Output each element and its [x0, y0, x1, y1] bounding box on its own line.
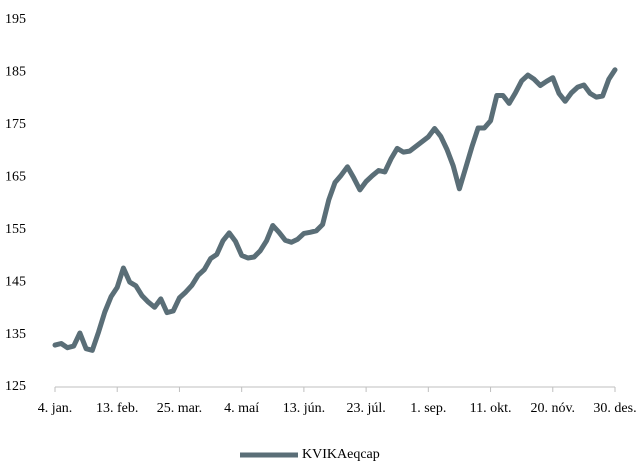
x-tick-label: 20. nóv. — [530, 401, 575, 416]
y-tick-label: 155 — [5, 222, 26, 237]
y-tick-label: 125 — [5, 379, 26, 394]
x-tick-label: 13. jún. — [283, 401, 325, 416]
y-tick-label: 195 — [5, 12, 26, 27]
series-line — [52, 67, 618, 353]
x-tick-label: 4. maí — [224, 401, 259, 416]
x-tick-label: 4. jan. — [38, 401, 73, 416]
x-tick-label: 1. sep. — [410, 401, 446, 416]
y-tick-label: 145 — [5, 274, 26, 289]
y-tick-label: 135 — [5, 327, 26, 342]
y-tick-label: 165 — [5, 170, 26, 185]
x-tick-label: 23. júl. — [346, 401, 385, 416]
x-tick-label: 13. feb. — [96, 401, 138, 416]
x-tick-label: 11. okt. — [470, 401, 512, 416]
y-tick-label: 185 — [5, 65, 26, 80]
x-tick-label: 25. mar. — [157, 401, 203, 416]
x-tick-label: 30. des. — [593, 401, 636, 416]
legend-label: KVIKAeqcap — [302, 447, 380, 462]
y-tick-label: 175 — [5, 117, 26, 132]
